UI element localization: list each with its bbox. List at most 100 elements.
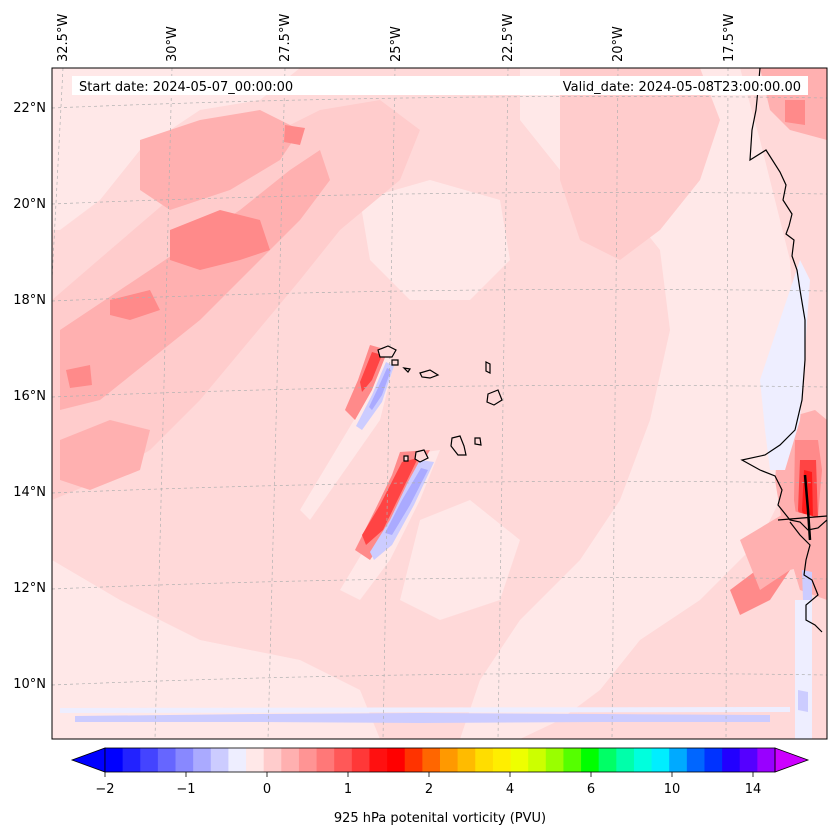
streak-strong-2 bbox=[110, 290, 160, 320]
map-frame bbox=[51, 67, 828, 740]
gridline-lon bbox=[611, 68, 619, 739]
colorbar-bin bbox=[704, 748, 723, 772]
colorbar-bin bbox=[369, 748, 388, 772]
colorbar-bin bbox=[457, 748, 476, 772]
cape-verde-islands bbox=[377, 345, 503, 463]
colorbar-bin bbox=[105, 748, 124, 772]
lat-label: 16°N bbox=[13, 389, 46, 404]
coast-neg-blob bbox=[802, 570, 812, 600]
gridline-lon bbox=[52, 68, 64, 281]
gridline-lat bbox=[52, 96, 827, 109]
gridline-lat bbox=[52, 192, 827, 205]
lat-label: 22°N bbox=[13, 101, 46, 116]
colorbar-bin bbox=[616, 748, 635, 772]
longitude-labels: 32.5°W 30°W 27.5°W 25°W 22.5°W 20°W 17.5… bbox=[56, 14, 737, 62]
island-brava bbox=[403, 455, 409, 462]
colorbar-bin bbox=[722, 748, 741, 772]
gridline-lon bbox=[267, 68, 286, 739]
island-sao-nicolau bbox=[419, 369, 440, 379]
gridline-lat bbox=[52, 577, 827, 590]
island-maio bbox=[474, 437, 482, 446]
colorbar-title: 925 hPa potenital vorticity (PVU) bbox=[334, 811, 546, 826]
colorbar-bin bbox=[298, 748, 317, 772]
colorbar-bin bbox=[545, 748, 564, 772]
island-boa-vista bbox=[486, 389, 503, 406]
colorbar-bin bbox=[581, 748, 600, 772]
colorbar-bin bbox=[210, 748, 229, 772]
lon-label: 30°W bbox=[165, 26, 180, 62]
colorbar: −2 −1 0 1 2 4 6 10 14 925 hPa potenital … bbox=[70, 747, 810, 826]
colorbar-bin bbox=[686, 748, 705, 772]
island-sal bbox=[485, 361, 491, 374]
colorbar-bin bbox=[404, 748, 423, 772]
latitude-labels: 22°N 20°N 18°N 16°N 14°N 12°N 10°N bbox=[13, 101, 46, 692]
colorbar-bin bbox=[157, 748, 176, 772]
colorbar-bin bbox=[422, 748, 441, 772]
gridline-lon bbox=[497, 68, 509, 739]
colorbar-tick-label: 2 bbox=[425, 782, 433, 797]
senegal-border bbox=[803, 474, 812, 541]
colorbar-under-arrow bbox=[70, 747, 106, 773]
streak-medium-2 bbox=[140, 110, 300, 210]
pv-field bbox=[52, 68, 827, 739]
streak-medium-3 bbox=[60, 420, 150, 490]
colorbar-bin bbox=[228, 748, 247, 772]
colorbar-bin bbox=[122, 748, 141, 772]
colorbar-tick-label: 0 bbox=[263, 782, 271, 797]
colorbar-bin bbox=[140, 748, 159, 772]
lon-label: 20°W bbox=[611, 26, 626, 62]
wake-south-intense bbox=[362, 458, 418, 545]
ne-red-patch2 bbox=[785, 100, 805, 125]
wake-north-intense bbox=[360, 352, 382, 392]
colorbar-tick-label: 10 bbox=[664, 782, 681, 797]
island-santa-luzia bbox=[402, 367, 412, 373]
coast-red-arm bbox=[740, 510, 827, 590]
colorbar-tick-label: 14 bbox=[745, 782, 762, 797]
lon-label: 32.5°W bbox=[56, 14, 71, 62]
colorbar-bin bbox=[316, 748, 335, 772]
graticule bbox=[52, 68, 827, 739]
africa-coastline bbox=[740, 68, 827, 633]
gridline-lat bbox=[52, 289, 827, 302]
colorbar-over-arrow bbox=[774, 747, 810, 773]
colorbar-bin bbox=[598, 748, 617, 772]
south-white-strip bbox=[60, 707, 790, 713]
streak-strong-4 bbox=[284, 125, 305, 145]
band-light-ne bbox=[560, 68, 720, 260]
lat-label: 20°N bbox=[13, 197, 46, 212]
colorbar-bin bbox=[757, 748, 776, 772]
gridline-lat bbox=[52, 385, 827, 398]
colorbar-tick-label: 6 bbox=[587, 782, 595, 797]
south-blue-strip bbox=[75, 713, 770, 723]
gridline-lon bbox=[725, 68, 729, 739]
wake-north-pale bbox=[300, 355, 395, 520]
colorbar-bin bbox=[651, 748, 670, 772]
colorbar-bin bbox=[475, 748, 494, 772]
pale-region-south bbox=[52, 560, 380, 739]
colorbar-ticks bbox=[104, 772, 754, 777]
pale-region-mid bbox=[360, 180, 510, 300]
colorbar-bin bbox=[246, 748, 265, 772]
colorbar-tick-labels: −2 −1 0 1 2 4 6 10 14 bbox=[95, 782, 761, 797]
colorbar-bin bbox=[175, 748, 194, 772]
gridline-lon bbox=[154, 68, 173, 739]
island-santo-antao bbox=[377, 345, 397, 358]
colorbar-bin bbox=[263, 748, 282, 772]
colorbar-frame bbox=[104, 747, 776, 773]
pale-region-center bbox=[400, 500, 520, 620]
lon-label: 17.5°W bbox=[722, 14, 737, 62]
lat-label: 14°N bbox=[13, 485, 46, 500]
colorbar-tick-label: −2 bbox=[95, 782, 114, 797]
colorbar-bin bbox=[510, 748, 529, 772]
pale-region-nw bbox=[52, 68, 300, 230]
colorbar-tick-label: 1 bbox=[344, 782, 352, 797]
colorbar-bin bbox=[281, 748, 300, 772]
wake-south-blue-core bbox=[385, 468, 428, 535]
gambia-border bbox=[777, 515, 827, 521]
gridline-lat bbox=[52, 481, 827, 494]
streak-strong-1 bbox=[170, 210, 270, 270]
lat-label: 10°N bbox=[13, 677, 46, 692]
colorbar-bins bbox=[105, 748, 776, 772]
coastlines bbox=[740, 68, 827, 633]
lon-label: 22.5°W bbox=[501, 14, 516, 62]
